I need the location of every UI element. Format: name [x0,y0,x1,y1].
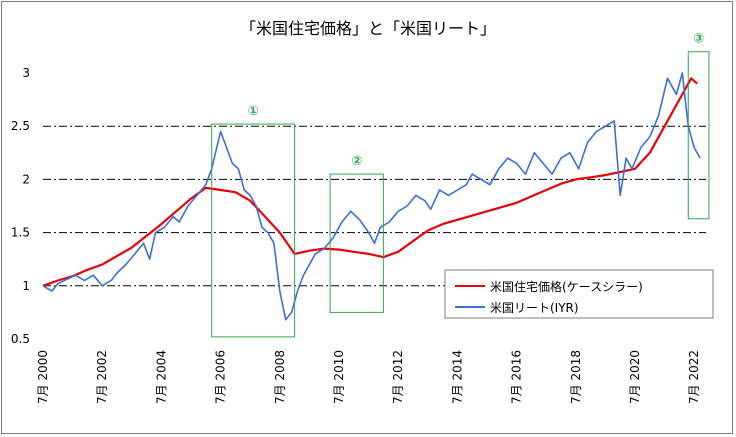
annotation-box [687,51,710,220]
annotation-boxes: ① ② ③ [211,32,710,338]
x-tick-label: 7月 2006 [214,350,228,404]
chart-title: 「米国住宅価格」と「米国リート」 [240,19,496,38]
gridlines [43,125,706,287]
y-tick-label: 2.5 [11,119,30,133]
x-tick-label: 7月 2000 [36,350,50,404]
x-tick-label: 7月 2002 [95,350,109,404]
legend-label-reit: 米国リート(IYR) [490,301,579,315]
y-tick-label: 3 [22,66,30,80]
x-tick-label: 7月 2012 [391,350,405,404]
series-line-reit [42,72,701,321]
x-tick-label: 7月 2008 [273,350,287,404]
x-tick-label: 7月 2016 [510,350,524,404]
x-tick-label: 7月 2010 [332,350,346,404]
y-tick-label: 1.5 [11,226,30,240]
y-tick-label: 0.5 [11,332,30,346]
annotation-box [211,123,296,338]
annotation-label: ① [248,104,259,119]
y-tick-label: 2 [22,172,30,186]
y-axis-ticks: 0.5 1 1.5 2 2.5 3 [11,66,30,346]
y-tick-label: 1 [22,279,30,293]
series-line-house-price [42,77,698,287]
legend: 米国住宅価格(ケースシラー) 米国リート(IYR) [444,269,714,319]
legend-label-house: 米国住宅価格(ケースシラー) [490,279,643,294]
x-tick-label: 7月 2018 [569,350,583,404]
x-tick-label: 7月 2022 [687,350,701,404]
series-lines [42,72,701,321]
x-tick-label: 7月 2014 [450,350,464,404]
x-axis-ticks: 7月 2000 7月 2002 7月 2004 7月 2006 7月 2008 7月 20… [36,350,701,404]
legend-box [444,269,714,319]
annotation-box [329,173,384,313]
x-tick-label: 7月 2020 [628,350,642,404]
x-tick-label: 7月 2004 [154,350,168,404]
annotation-label: ② [351,154,362,169]
annotation-label: ③ [693,32,704,47]
